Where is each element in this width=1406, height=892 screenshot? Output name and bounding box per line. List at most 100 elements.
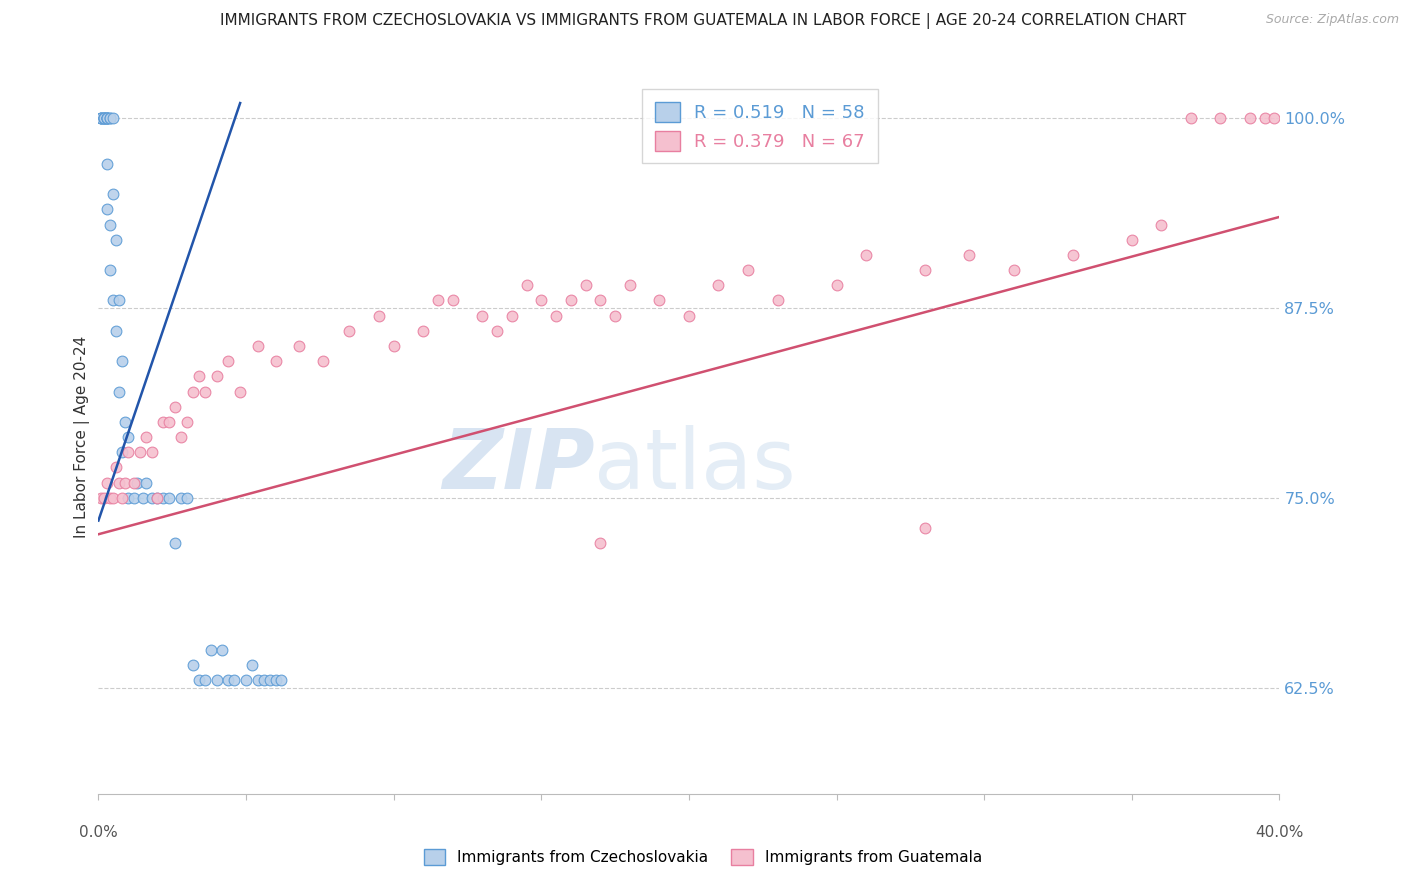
Point (648, 293, 671, 308)
Point (111, 445, 134, 459)
Point (103, 491, 125, 505)
Point (108, 293, 131, 308)
Point (93, 112, 115, 126)
Point (288, 339, 311, 353)
Point (914, 521, 936, 535)
Point (1209, 112, 1232, 126)
Point (152, 491, 174, 505)
Point (1263, 112, 1285, 126)
Point (270, 673, 292, 687)
Point (1150, 218, 1173, 232)
Point (90, 112, 112, 126)
Point (105, 233, 128, 247)
Point (125, 475, 148, 490)
Point (825, 278, 848, 293)
Point (93, 112, 115, 126)
Point (766, 293, 789, 308)
Point (1121, 233, 1143, 247)
Point (90, 112, 112, 126)
Point (217, 354, 239, 368)
Point (96, 112, 118, 126)
Point (90, 491, 112, 505)
Point (152, 415, 174, 429)
Point (105, 460, 128, 475)
Point (235, 673, 257, 687)
Point (170, 430, 193, 444)
Point (93, 112, 115, 126)
Point (96, 112, 118, 126)
Point (96, 157, 118, 171)
Point (707, 278, 730, 293)
Point (368, 309, 391, 323)
Point (165, 536, 187, 550)
Point (205, 369, 228, 384)
Point (259, 673, 281, 687)
Point (253, 673, 276, 687)
Point (264, 673, 287, 687)
Point (157, 415, 180, 429)
Point (98, 491, 121, 505)
Point (914, 263, 936, 277)
Point (111, 491, 134, 505)
Point (1062, 248, 1084, 262)
Point (737, 263, 759, 277)
Point (146, 491, 169, 505)
Point (117, 430, 139, 444)
Legend: R = 0.519   N = 58, R = 0.379   N = 67: R = 0.519 N = 58, R = 0.379 N = 67 (643, 89, 877, 163)
Point (194, 384, 217, 399)
Point (170, 491, 193, 505)
Text: IMMIGRANTS FROM CZECHOSLOVAKIA VS IMMIGRANTS FROM GUATEMALA IN LABOR FORCE | AGE: IMMIGRANTS FROM CZECHOSLOVAKIA VS IMMIGR… (219, 13, 1187, 29)
Text: 40.0%: 40.0% (1256, 825, 1303, 840)
Point (187, 673, 209, 687)
Point (211, 642, 233, 657)
Point (93, 112, 115, 126)
Point (546, 309, 568, 323)
Point (181, 384, 204, 399)
Legend: Immigrants from Czechoslovakia, Immigrants from Guatemala: Immigrants from Czechoslovakia, Immigran… (418, 843, 988, 871)
Point (530, 293, 553, 308)
Point (103, 187, 125, 202)
Point (619, 278, 641, 293)
Point (108, 475, 131, 490)
Point (246, 339, 269, 353)
Point (855, 248, 877, 262)
Point (959, 248, 981, 262)
Point (114, 415, 136, 429)
Point (96, 112, 118, 126)
Point (1254, 112, 1277, 126)
Point (135, 475, 157, 490)
Point (128, 445, 150, 459)
Point (96, 475, 118, 490)
Point (427, 293, 450, 308)
Point (132, 491, 155, 505)
Point (146, 491, 169, 505)
Point (103, 293, 125, 308)
Point (93, 491, 115, 505)
Point (117, 445, 139, 459)
Point (264, 354, 287, 368)
Point (96, 112, 118, 126)
Text: Source: ZipAtlas.com: Source: ZipAtlas.com (1265, 13, 1399, 27)
Point (515, 278, 537, 293)
Text: atlas: atlas (595, 425, 796, 506)
Point (103, 112, 125, 126)
Point (96, 202, 118, 217)
Point (108, 384, 131, 399)
Text: 0.0%: 0.0% (79, 825, 118, 840)
Point (501, 309, 523, 323)
Point (574, 278, 596, 293)
Point (312, 354, 335, 368)
Point (1239, 112, 1261, 126)
Point (93, 112, 115, 126)
Point (194, 673, 217, 687)
Point (560, 293, 582, 308)
Point (111, 354, 134, 368)
Point (98, 112, 121, 126)
Point (678, 309, 700, 323)
Point (205, 673, 228, 687)
Point (157, 491, 180, 505)
Point (229, 384, 252, 399)
Point (1180, 112, 1202, 126)
Point (200, 642, 222, 657)
Point (246, 673, 269, 687)
